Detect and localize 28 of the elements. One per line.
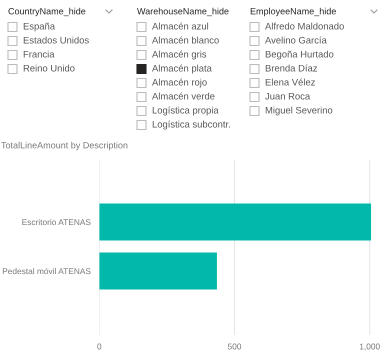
text: Begoña Hurtado (266, 50, 334, 60)
y-tick-label: Escritorio ATENAS (22, 218, 91, 226)
text: CountryName_hide (8, 8, 86, 16)
text: Miguel Severino (266, 106, 332, 116)
x-tick-label: 0 (97, 344, 102, 350)
text: Avelino García (265, 36, 327, 44)
text: EmployeeName_hide (250, 8, 336, 16)
text: Almacén blanco (152, 36, 219, 44)
chart-title: TotalLineAmount by Description (1, 142, 128, 150)
x-tick-label: 500 (228, 344, 242, 350)
text: Logística subcontr. (152, 120, 230, 130)
y-tick-label: Pedestal móvil ATENAS (2, 268, 91, 274)
text: Reino Unido (24, 64, 75, 72)
text: Estados Unidos (24, 36, 89, 44)
text: WarehouseName_hide (137, 8, 229, 16)
text: Logística propia (152, 106, 219, 116)
text: Alfredo Maldonado (265, 22, 344, 30)
text: España (24, 22, 56, 32)
text: Elena Vélez (266, 78, 315, 86)
x-tick-label: 1,000 (360, 344, 380, 350)
text: Francia (24, 50, 54, 58)
text: Brenda Díaz (266, 64, 318, 72)
text: Juan Roca (265, 92, 310, 100)
text: Almacén azul (152, 22, 208, 30)
text: Almacén gris (152, 50, 206, 60)
text: Almacén verde (152, 92, 215, 100)
text: Almacén rojo (152, 78, 207, 88)
text: Almacén plata (152, 64, 212, 74)
